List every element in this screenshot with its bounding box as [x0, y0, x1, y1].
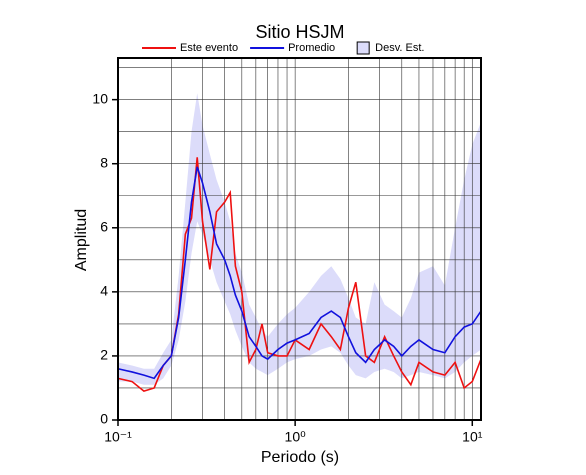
std-band [118, 93, 481, 385]
series-line [117, 166, 482, 380]
x-tick-label: 10¹ [462, 429, 483, 445]
y-tick-label: 10 [92, 90, 108, 106]
y-axis-label: Amplitud [73, 209, 90, 271]
y-tick-label: 4 [100, 283, 108, 299]
x-axis-label: Periodo (s) [261, 449, 339, 466]
chart-title: Sitio HSJM [255, 22, 344, 42]
series-line [117, 157, 482, 393]
x-tick-label: 10⁰ [285, 429, 307, 445]
legend-swatch [356, 41, 370, 55]
y-tick-label: 6 [100, 218, 108, 234]
y-tick-label: 2 [100, 347, 108, 363]
y-tick-label: 0 [100, 411, 108, 427]
legend-label: Desv. Est. [375, 42, 424, 54]
y-tick-label: 8 [100, 154, 108, 170]
legend-label: Este evento [180, 42, 238, 54]
plot-frame [117, 57, 482, 421]
legend-label: Promedio [288, 42, 335, 54]
x-tick-label: 10⁻¹ [104, 429, 132, 445]
